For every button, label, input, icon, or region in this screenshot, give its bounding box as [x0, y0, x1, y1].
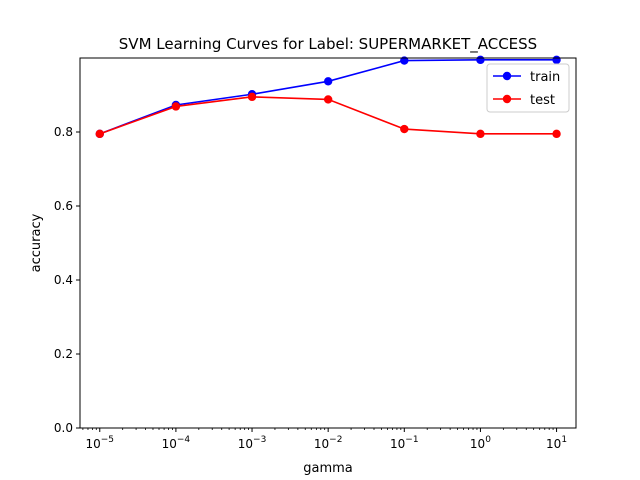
legend-marker-train: [502, 71, 512, 81]
data-point-train: [476, 55, 485, 65]
x-tick-label: 10−1: [390, 435, 419, 451]
y-tick-label: 0.4: [54, 273, 73, 287]
chart-title: SVM Learning Curves for Label: SUPERMARK…: [119, 35, 537, 54]
y-tick-label: 0.8: [54, 125, 73, 139]
y-tick-label: 0.0: [54, 421, 73, 435]
legend-label-test: test: [530, 93, 555, 108]
x-axis-label: gamma: [303, 461, 353, 476]
legend-marker-test: [502, 94, 512, 104]
y-axis-label: accuracy: [29, 213, 44, 272]
x-tick-label: 10−4: [162, 435, 191, 451]
x-axis-ticks: 10−5 10−4 10−3 10−2 10−1 100 101: [82, 428, 567, 451]
data-point-test: [171, 102, 181, 111]
x-tick-label: 10−3: [238, 435, 267, 451]
x-tick-label: 10−5: [85, 435, 114, 451]
legend-label-train: train: [530, 70, 560, 85]
x-tick-label: 10−2: [314, 435, 343, 451]
data-point-test: [400, 124, 409, 134]
data-point-test: [323, 95, 333, 104]
y-axis-ticks: 0.0 0.2 0.4 0.6 0.8: [54, 125, 80, 435]
x-tick-label: 100: [470, 435, 491, 451]
data-point-test: [552, 129, 561, 139]
x-tick-label: 101: [546, 435, 567, 451]
data-point-train: [552, 55, 561, 65]
legend: train test: [486, 63, 570, 113]
y-tick-label: 0.2: [54, 347, 73, 361]
plot-area: [95, 55, 561, 139]
data-point-test: [247, 92, 257, 102]
data-point-test: [476, 129, 485, 139]
y-tick-label: 0.6: [54, 199, 73, 213]
data-point-train: [323, 77, 333, 86]
data-point-test: [95, 129, 104, 139]
